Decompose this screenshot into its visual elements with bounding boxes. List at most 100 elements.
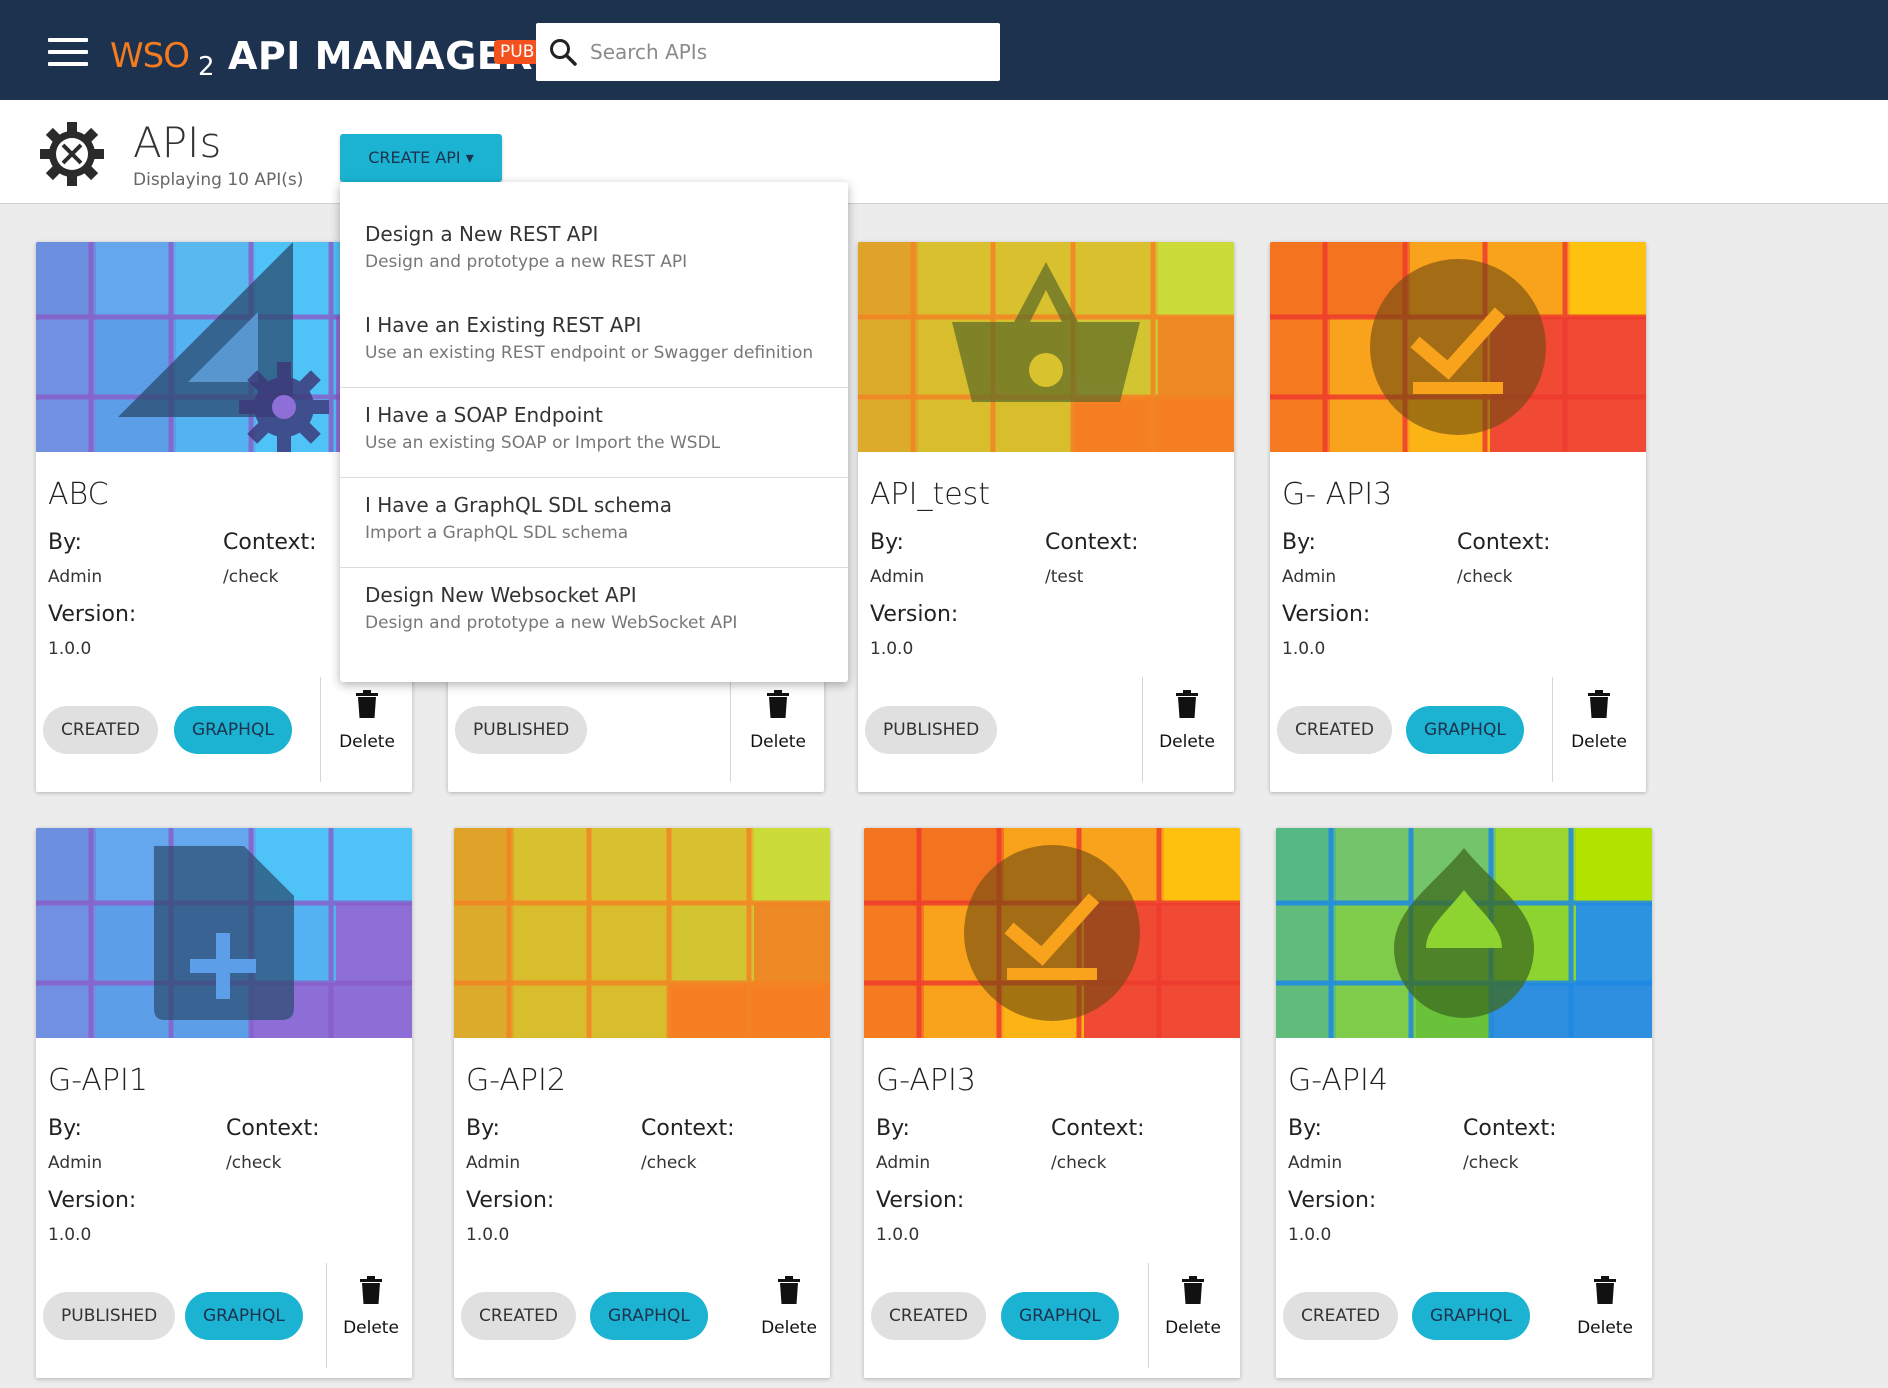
- by-label: By:: [1282, 530, 1316, 555]
- menu-item-description: Import a GraphQL SDL schema: [365, 523, 629, 543]
- by-label: By:: [48, 1116, 82, 1141]
- delete-button[interactable]: Delete: [1562, 690, 1636, 780]
- api-name[interactable]: G- API3: [1282, 477, 1393, 512]
- by-label: By:: [876, 1116, 910, 1141]
- status-chip[interactable]: CREATED: [1283, 1292, 1398, 1340]
- delete-button[interactable]: Delete: [1156, 1276, 1230, 1366]
- context-label: Context:: [1463, 1116, 1557, 1141]
- api-context: /check: [1457, 567, 1513, 587]
- page-title: APIs: [133, 118, 222, 167]
- api-card-g-api3-top[interactable]: G- API3 By: Context: Admin /check Versio…: [1270, 242, 1646, 792]
- delete-button[interactable]: Delete: [1150, 690, 1224, 780]
- type-chip[interactable]: GRAPHQL: [1406, 706, 1524, 754]
- api-version: 1.0.0: [1282, 639, 1326, 659]
- menu-divider: [340, 567, 848, 568]
- menu-icon[interactable]: [48, 38, 88, 66]
- api-owner: Admin: [1288, 1153, 1343, 1173]
- status-chip[interactable]: PUBLISHED: [865, 706, 998, 754]
- api-context: /check: [226, 1153, 282, 1173]
- status-chip[interactable]: CREATED: [871, 1292, 986, 1340]
- api-card-g-api4[interactable]: G-API4 By: Context: Admin /check Version…: [1276, 828, 1652, 1378]
- menu-item-title: I Have a SOAP Endpoint: [365, 403, 603, 427]
- delete-button[interactable]: Delete: [330, 690, 404, 780]
- delete-label: Delete: [750, 732, 806, 752]
- status-chip[interactable]: PUBLISHED: [43, 1292, 176, 1340]
- trash-icon: [1176, 690, 1198, 718]
- menu-item-soap-endpoint[interactable]: I Have a SOAP Endpoint Use an existing S…: [340, 403, 848, 491]
- status-chip[interactable]: CREATED: [43, 706, 158, 754]
- delete-button[interactable]: Delete: [752, 1276, 826, 1366]
- by-label: By:: [1288, 1116, 1322, 1141]
- type-chip[interactable]: GRAPHQL: [590, 1292, 708, 1340]
- context-label: Context:: [1045, 530, 1139, 555]
- api-thumbnail: [864, 828, 1240, 1038]
- logo-wso: WSO: [110, 36, 190, 76]
- delete-label: Delete: [343, 1318, 399, 1338]
- status-chip[interactable]: CREATED: [461, 1292, 576, 1340]
- api-count: Displaying 10 API(s): [133, 170, 304, 190]
- version-label: Version:: [48, 602, 137, 627]
- menu-item-description: Design and prototype a new REST API: [365, 252, 688, 272]
- status-chip[interactable]: CREATED: [1277, 706, 1392, 754]
- api-card-g-api3[interactable]: G-API3 By: Context: Admin /check Version…: [864, 828, 1240, 1378]
- status-chip[interactable]: PUBLISHED: [455, 706, 588, 754]
- version-label: Version:: [870, 602, 959, 627]
- version-label: Version:: [1282, 602, 1371, 627]
- delete-label: Delete: [1159, 732, 1215, 752]
- logo-subscript: 2: [198, 52, 215, 82]
- api-version: 1.0.0: [1288, 1225, 1332, 1245]
- api-card-g-api2[interactable]: G-API2 By: Context: Admin /check Version…: [454, 828, 830, 1378]
- menu-item-title: I Have an Existing REST API: [365, 313, 642, 337]
- api-name[interactable]: G-API4: [1288, 1063, 1388, 1098]
- by-label: By:: [870, 530, 904, 555]
- api-version: 1.0.0: [466, 1225, 510, 1245]
- divider: [326, 1263, 327, 1368]
- type-chip[interactable]: GRAPHQL: [185, 1292, 303, 1340]
- divider: [320, 677, 321, 782]
- api-thumbnail: [36, 828, 412, 1038]
- trash-icon: [1588, 690, 1610, 718]
- api-thumbnail: [858, 242, 1234, 452]
- type-chip[interactable]: GRAPHQL: [1412, 1292, 1530, 1340]
- create-api-button[interactable]: CREATE API ▾: [340, 134, 502, 182]
- api-thumbnail: [454, 828, 830, 1038]
- api-name[interactable]: G-API3: [876, 1063, 976, 1098]
- type-chip[interactable]: GRAPHQL: [1001, 1292, 1119, 1340]
- create-api-menu: Design a New REST API Design and prototy…: [340, 182, 848, 682]
- menu-item-existing-rest-api[interactable]: I Have an Existing REST API Use an exist…: [340, 313, 848, 401]
- search-input[interactable]: [590, 31, 990, 73]
- api-owner: Admin: [876, 1153, 931, 1173]
- delete-button[interactable]: Delete: [334, 1276, 408, 1366]
- menu-item-title: Design New Websocket API: [365, 583, 637, 607]
- divider: [1552, 677, 1553, 782]
- context-label: Context:: [223, 530, 317, 555]
- api-context: /check: [641, 1153, 697, 1173]
- top-bar: WSO 2 API MANAGER PUBLISHER: [0, 0, 1888, 100]
- context-label: Context:: [641, 1116, 735, 1141]
- delete-button[interactable]: Delete: [741, 690, 815, 780]
- api-version: 1.0.0: [48, 639, 92, 659]
- delete-button[interactable]: Delete: [1568, 1276, 1642, 1366]
- version-label: Version:: [466, 1188, 555, 1213]
- api-card-api-test[interactable]: API_test By: Context: Admin /test Versio…: [858, 242, 1234, 792]
- menu-item-design-rest-api[interactable]: Design a New REST API Design and prototy…: [340, 222, 848, 310]
- divider: [1148, 1263, 1149, 1368]
- page-header: [0, 100, 1888, 204]
- type-chip[interactable]: GRAPHQL: [174, 706, 292, 754]
- trash-icon: [767, 690, 789, 718]
- api-name[interactable]: G-API2: [466, 1063, 566, 1098]
- delete-label: Delete: [761, 1318, 817, 1338]
- api-name[interactable]: API_test: [870, 477, 991, 512]
- menu-item-title: I Have a GraphQL SDL schema: [365, 493, 672, 517]
- api-name[interactable]: G-API1: [48, 1063, 148, 1098]
- divider: [730, 677, 731, 782]
- menu-item-description: Design and prototype a new WebSocket API: [365, 613, 738, 633]
- menu-item-graphql-schema[interactable]: I Have a GraphQL SDL schema Import a Gra…: [340, 493, 848, 581]
- api-card-g-api1[interactable]: G-API1 By: Context: Admin /check Version…: [36, 828, 412, 1378]
- app-name: API MANAGER: [228, 34, 533, 78]
- menu-item-websocket-api[interactable]: Design New Websocket API Design and prot…: [340, 583, 848, 671]
- api-owner: Admin: [870, 567, 925, 587]
- api-name[interactable]: ABC: [48, 477, 109, 512]
- trash-icon: [360, 1276, 382, 1304]
- trash-icon: [778, 1276, 800, 1304]
